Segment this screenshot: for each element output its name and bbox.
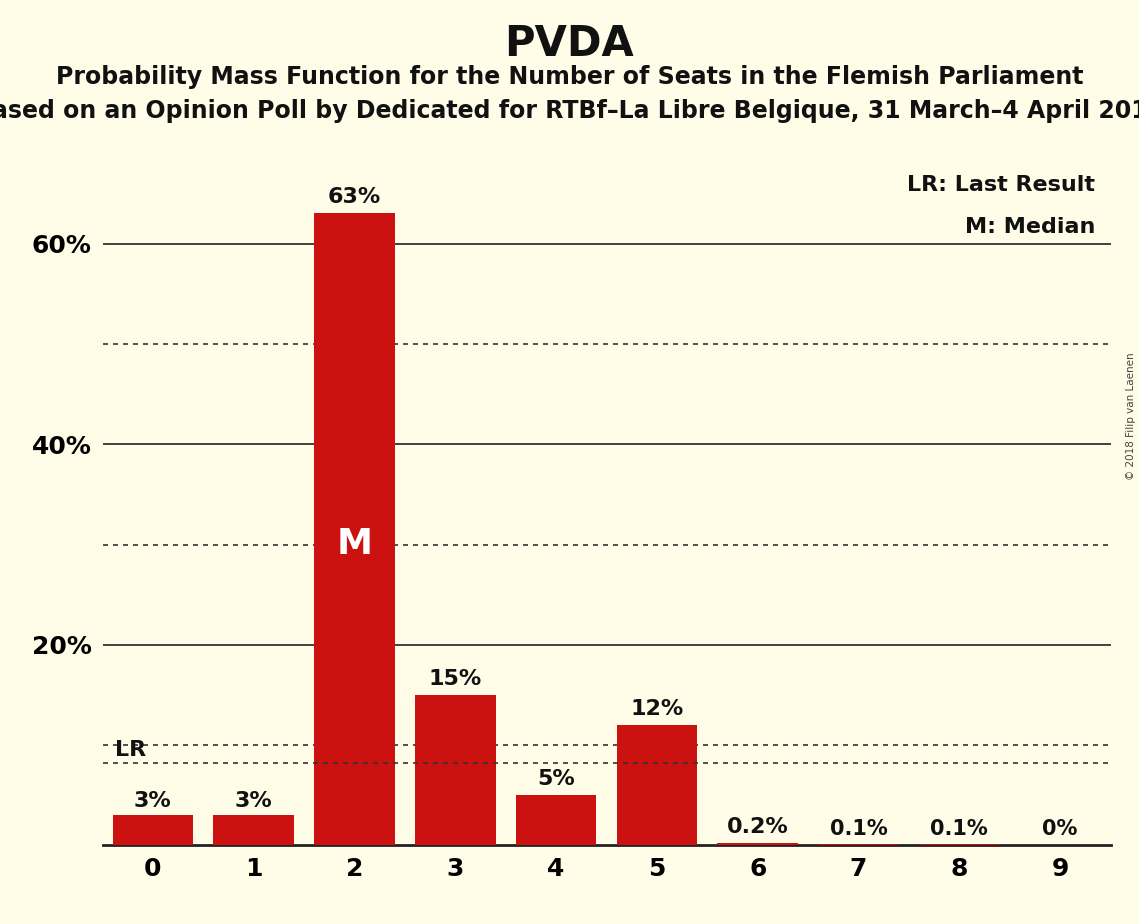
Text: LR: Last Result: LR: Last Result <box>908 175 1096 195</box>
Text: © 2018 Filip van Laenen: © 2018 Filip van Laenen <box>1126 352 1136 480</box>
Text: 12%: 12% <box>630 699 683 719</box>
Text: Based on an Opinion Poll by Dedicated for RTBf–La Libre Belgique, 31 March–4 Apr: Based on an Opinion Poll by Dedicated fo… <box>0 99 1139 123</box>
Text: 5%: 5% <box>538 770 575 789</box>
Bar <box>113 815 194 845</box>
Text: 0.2%: 0.2% <box>727 818 788 837</box>
Text: 15%: 15% <box>428 669 482 689</box>
Bar <box>616 725 697 845</box>
Text: 3%: 3% <box>134 791 172 811</box>
Text: LR: LR <box>115 740 146 760</box>
Text: Probability Mass Function for the Number of Seats in the Flemish Parliament: Probability Mass Function for the Number… <box>56 65 1083 89</box>
Text: M: M <box>336 528 372 562</box>
Bar <box>718 844 798 845</box>
Text: M: Median: M: Median <box>965 217 1096 237</box>
Text: 3%: 3% <box>235 791 272 811</box>
Text: 0.1%: 0.1% <box>931 820 989 839</box>
Bar <box>516 796 597 845</box>
Bar <box>415 695 495 845</box>
Text: 0%: 0% <box>1042 820 1077 839</box>
Text: PVDA: PVDA <box>505 23 634 65</box>
Bar <box>314 213 395 845</box>
Text: 63%: 63% <box>328 188 382 207</box>
Text: 0.1%: 0.1% <box>829 820 887 839</box>
Bar <box>213 815 294 845</box>
